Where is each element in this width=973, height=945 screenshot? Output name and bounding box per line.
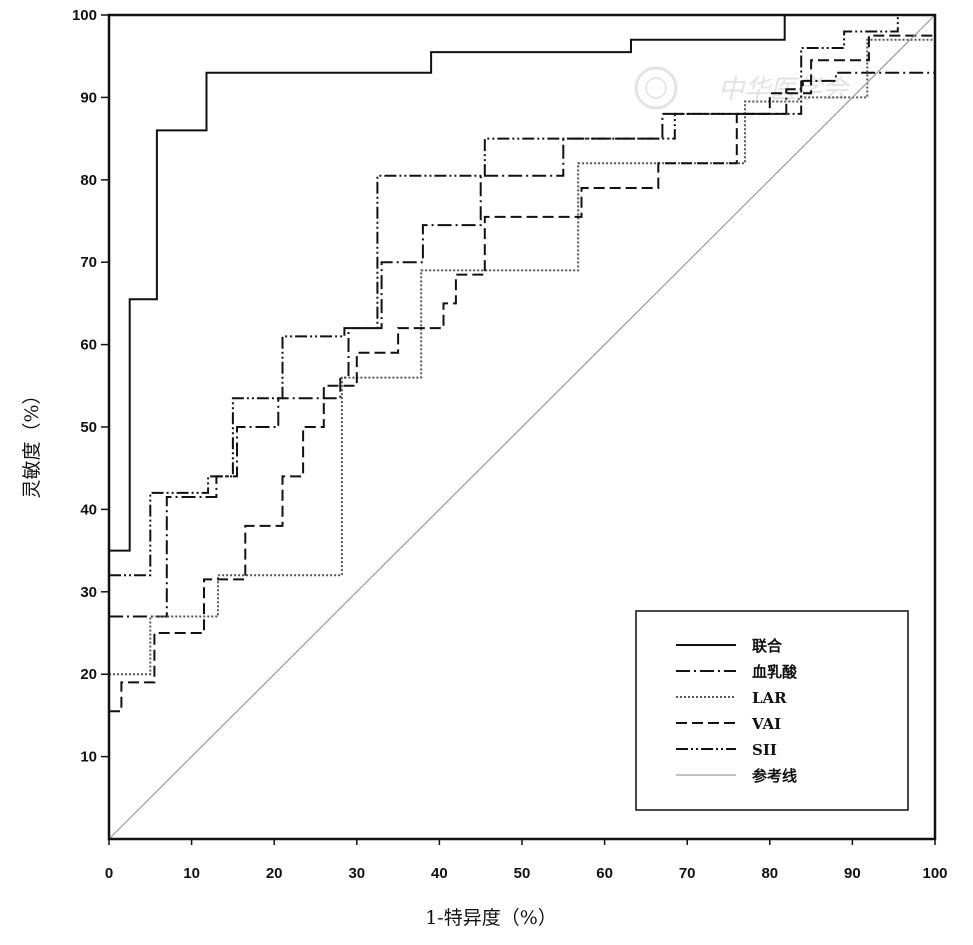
series-6-legend-label: 参考线 <box>752 767 797 785</box>
series-6-line <box>108 14 936 840</box>
y-tick-label: 10 <box>80 749 97 766</box>
series-5-legend-label: SII <box>752 741 777 759</box>
y-tick-label: 80 <box>80 172 97 189</box>
y-axis-label: 灵敏度（%） <box>21 385 43 498</box>
x-tick-label: 20 <box>266 865 283 882</box>
y-axis-ticks: 10 20 30 40 50 60 70 80 90 100 <box>72 7 109 766</box>
y-tick-label: 90 <box>80 89 97 106</box>
x-axis-ticks: 0 10 20 30 40 50 60 70 80 90 100 <box>105 839 948 882</box>
y-tick-label: 70 <box>80 254 97 271</box>
series-3-legend-label: LAR <box>752 689 787 707</box>
x-tick-label: 60 <box>596 865 613 882</box>
x-tick-label: 80 <box>761 865 778 882</box>
watermark-seal: 中华医学会 <box>634 66 851 110</box>
y-tick-label: 50 <box>80 419 97 436</box>
x-tick-label: 40 <box>431 865 448 882</box>
y-tick-label: 30 <box>80 584 97 601</box>
series-2-legend-label: 血乳酸 <box>752 663 798 681</box>
series-5-line <box>109 14 935 577</box>
x-tick-label: 100 <box>922 865 947 882</box>
x-tick-label: 0 <box>105 865 113 882</box>
x-tick-label: 90 <box>844 865 861 882</box>
series-3-line <box>109 38 935 676</box>
series-4-line <box>109 34 935 713</box>
series-1-line <box>109 14 935 552</box>
x-tick-label: 10 <box>183 865 200 882</box>
y-tick-label: 40 <box>80 501 97 518</box>
series-layer <box>108 14 936 840</box>
series-2-line <box>109 71 935 618</box>
x-axis-label: 1-特异度（%） <box>425 907 557 929</box>
x-tick-label: 70 <box>679 865 696 882</box>
y-tick-label: 60 <box>80 337 97 354</box>
x-tick-label: 30 <box>348 865 365 882</box>
series-1-legend-label: 联合 <box>752 637 783 655</box>
x-tick-label: 50 <box>514 865 531 882</box>
y-tick-label: 20 <box>80 666 97 683</box>
series-4-legend-label: VAI <box>751 715 781 733</box>
y-tick-label: 100 <box>72 7 97 24</box>
